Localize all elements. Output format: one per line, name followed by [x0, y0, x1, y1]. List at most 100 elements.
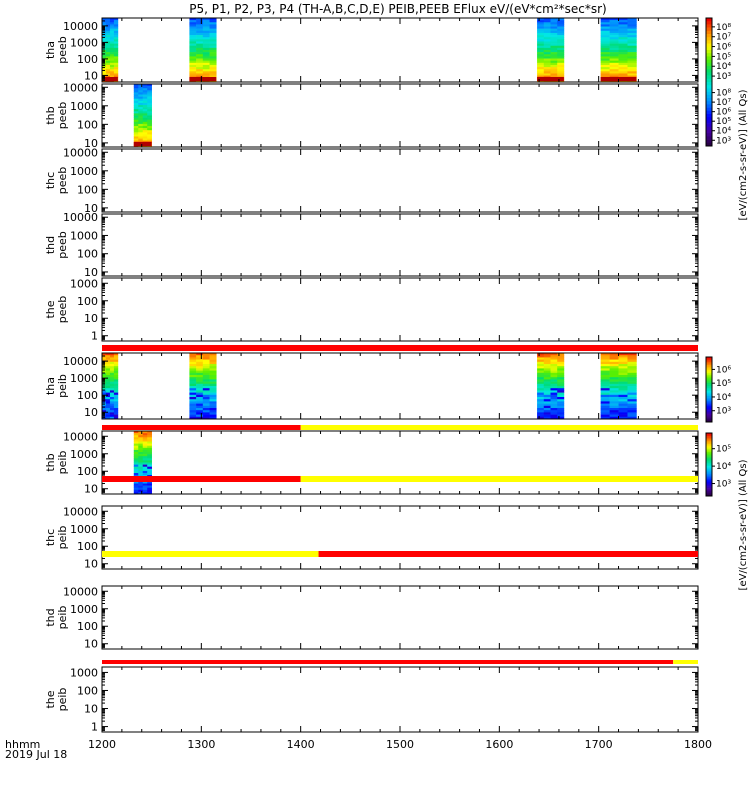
spectrogram-bin — [138, 107, 144, 110]
spectrogram-bin — [557, 22, 565, 25]
spectrogram-bin — [202, 408, 210, 411]
spectrogram-bin — [202, 375, 210, 378]
spectrogram-bin — [209, 375, 217, 378]
spectrogram-bin — [543, 359, 551, 363]
y-axis-label-thc-peib: peib — [56, 526, 69, 550]
spectrogram-bin — [618, 52, 628, 55]
x-tick-label: 1200 — [88, 738, 116, 751]
spectrogram-bin — [109, 79, 115, 83]
spectrogram-bin — [537, 368, 545, 371]
colorbar-0 — [705, 17, 713, 147]
spectrogram-bin — [537, 39, 545, 42]
colorbar-frame — [705, 432, 713, 497]
spectrogram-bin — [133, 109, 139, 112]
spectrogram-bin — [537, 399, 545, 402]
colorbar-tick-label: 10⁷ — [716, 33, 731, 43]
spectrogram-bin — [133, 126, 139, 129]
spectrogram-bin — [105, 357, 111, 360]
spectrogram-bin — [102, 35, 107, 38]
spectrogram-bin — [113, 62, 119, 66]
spectrogram-bin — [147, 491, 152, 495]
spectrogram-bin — [627, 39, 637, 42]
y-tick-label-thc-peib: 10000 — [63, 505, 98, 518]
colorbar-swatch — [706, 420, 712, 423]
spectrogram-bin — [209, 410, 217, 413]
spectrogram-bin — [557, 35, 565, 38]
spectrogram-bin — [133, 123, 139, 127]
spectrogram-bin — [209, 401, 217, 404]
spectrogram-bin — [109, 75, 115, 79]
spectrogram-bin — [133, 445, 139, 449]
spectrogram-bin — [102, 56, 107, 59]
spectrogram-bin — [113, 47, 119, 51]
colorbar-swatch — [706, 370, 712, 372]
spectrogram-bin — [609, 375, 619, 378]
spectrogram-bin — [105, 372, 111, 376]
spectrogram-bin — [600, 39, 610, 42]
spectrogram-bin — [618, 410, 628, 413]
spectrogram-bin — [113, 45, 119, 49]
colorbar-2 — [705, 432, 713, 497]
spectrogram-bin — [133, 128, 139, 131]
spectrogram-bin — [600, 383, 610, 387]
spectrogram-bin — [627, 37, 637, 40]
spectrogram-bin — [557, 401, 565, 404]
spectrogram-bin — [202, 394, 210, 398]
colorbar-swatch — [706, 413, 712, 416]
spectrogram-bin — [196, 79, 204, 83]
spectrogram-bin — [209, 381, 217, 385]
spectrogram-bin — [550, 64, 558, 68]
panel-tha-peeb: 10 100 1000 10000 tha peeb — [44, 17, 699, 83]
spectrogram-bin — [543, 357, 551, 360]
spectrogram-bin — [537, 392, 545, 396]
spectrogram-bin — [105, 361, 111, 365]
spectrogram-bin — [109, 52, 115, 55]
spectrogram-bin — [600, 62, 610, 66]
spectrogram-bin — [189, 383, 197, 387]
spectrogram-bin — [109, 24, 115, 27]
spectrogram-bin — [133, 491, 139, 495]
spectrogram-bin — [537, 414, 545, 418]
spectrogram-bin — [113, 28, 119, 32]
spectrogram-bin — [189, 368, 197, 371]
y-tick-label-tha-peib: 1000 — [70, 372, 98, 385]
spectrogram-bin — [196, 71, 204, 74]
spectrogram-bin — [202, 22, 210, 25]
spectrogram-bin — [113, 56, 119, 59]
spectrogram-bin — [627, 355, 637, 358]
spectrogram-bin — [600, 64, 610, 68]
colorbar-swatch — [706, 409, 712, 411]
spectrogram-bin — [202, 20, 210, 23]
spectrogram-bin — [102, 39, 107, 42]
spectrogram-bin — [109, 386, 115, 389]
spectrogram-bin — [600, 50, 610, 53]
spectrogram-bin — [209, 67, 217, 70]
spectrogram-bin — [609, 366, 619, 369]
spectrogram-bin — [543, 43, 551, 47]
spectrogram-bin — [209, 412, 217, 415]
colorbar-swatch — [706, 407, 712, 410]
spectrogram-bin — [113, 397, 119, 400]
spectrogram-bin — [142, 443, 148, 446]
spectrogram-bin — [196, 20, 204, 23]
spectrogram-bin — [537, 390, 545, 393]
spectrogram-bin — [627, 361, 637, 365]
spectrogram-bin — [537, 30, 545, 34]
spectrogram-bin — [537, 52, 545, 55]
spectrogram-bin — [557, 52, 565, 55]
mode-bar-segment-tha-peib-0 — [102, 425, 301, 430]
spectrogram-bin — [543, 22, 551, 25]
spectrogram-block-tha-peeb-2 — [537, 18, 565, 83]
spectrogram-bin — [537, 401, 545, 404]
spectrogram-bin — [102, 64, 107, 68]
colorbar-swatch — [706, 397, 712, 400]
spectrogram-bin — [202, 386, 210, 389]
colorbar-swatch — [706, 462, 712, 465]
spectrogram-bin — [138, 464, 144, 467]
spectrogram-bin — [600, 386, 610, 389]
spectrogram-bin — [202, 368, 210, 371]
spectrogram-bin — [189, 386, 197, 389]
y-axis-label-tha-peib: peib — [56, 374, 69, 398]
spectrogram-bin — [627, 372, 637, 376]
spectrogram-bin — [609, 35, 619, 38]
